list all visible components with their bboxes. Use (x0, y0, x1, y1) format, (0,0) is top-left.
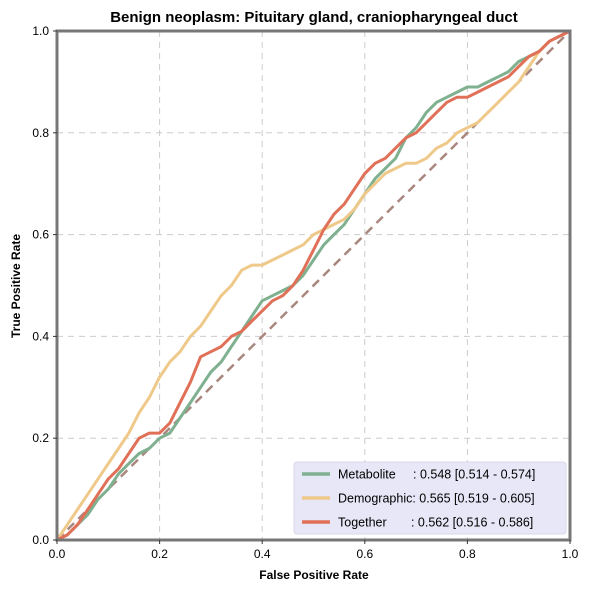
y-tick-label: 0.8 (32, 126, 49, 140)
x-tick-label: 0.8 (459, 547, 476, 561)
legend: Metabolite : 0.548 [0.514 - 0.574] Demogr… (293, 461, 567, 535)
y-tick-label: 0.0 (32, 533, 49, 547)
x-tick-label: 0.2 (151, 547, 168, 561)
y-tick-label: 0.2 (32, 431, 49, 445)
y-axis-ticks: 0.0 0.2 0.4 0.6 0.8 1.0 (32, 24, 57, 547)
roc-curve-together (56, 29, 571, 542)
x-tick-label: 0.4 (254, 547, 271, 561)
chart-title: Benign neoplasm: Pituitary gland, cranio… (110, 9, 518, 26)
x-tick-label: 0.6 (356, 547, 373, 561)
legend-box (293, 461, 567, 535)
y-axis-label: True Positive Rate (9, 234, 23, 338)
x-axis-label: False Positive Rate (259, 568, 369, 582)
y-tick-label: 1.0 (32, 24, 49, 38)
legend-label-together: Together : 0.562 [0.516 - 0.586] (338, 516, 533, 530)
roc-curves (55, 29, 571, 542)
x-tick-label: 0.0 (49, 547, 66, 561)
roc-curve-metabolite (56, 29, 571, 542)
plot-frame (55, 29, 572, 542)
legend-label-metabolite: Metabolite : 0.548 [0.514 - 0.574] (338, 468, 535, 482)
y-tick-label: 0.4 (32, 329, 49, 343)
roc-curve-demographic (55, 29, 571, 541)
x-axis-ticks: 0.0 0.2 0.4 0.6 0.8 1.0 (49, 540, 579, 561)
y-tick-label: 0.6 (32, 228, 49, 242)
x-tick-label: 1.0 (562, 547, 579, 561)
legend-label-demographic: Demographic: 0.565 [0.519 - 0.605] (338, 492, 535, 506)
